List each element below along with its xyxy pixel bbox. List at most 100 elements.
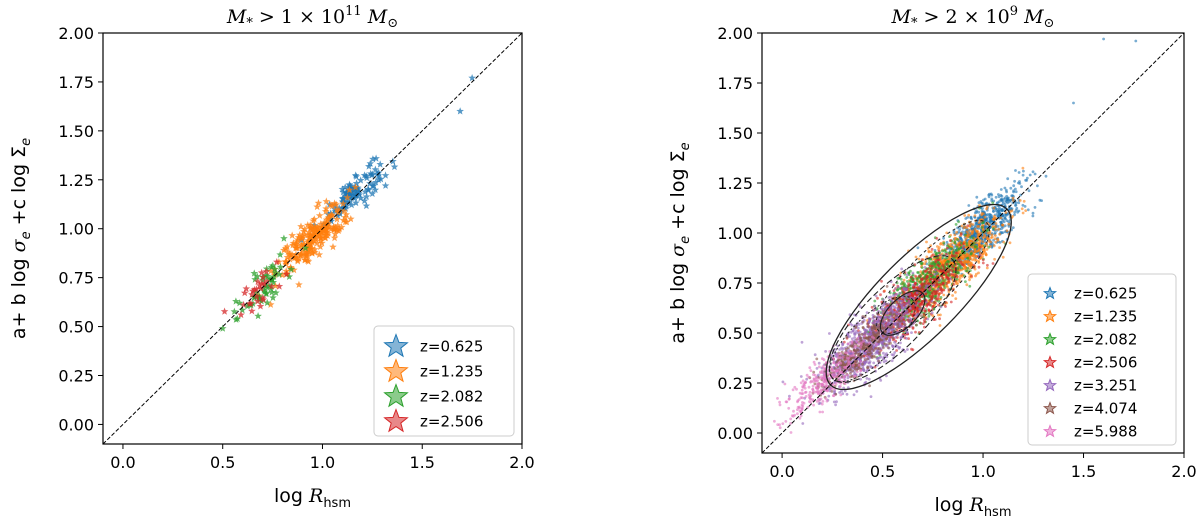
- star-point: [270, 272, 278, 281]
- dot-point: [853, 333, 857, 337]
- dot-point: [1002, 197, 1006, 201]
- dot-point: [973, 250, 977, 254]
- dot-point: [789, 431, 793, 434]
- dot-point: [1002, 240, 1006, 244]
- dot-point: [918, 284, 922, 288]
- dot-point: [1010, 209, 1014, 213]
- dot-point: [893, 351, 897, 354]
- dot-point: [1013, 179, 1016, 183]
- star-point: [309, 216, 318, 225]
- dot-point: [986, 263, 989, 267]
- star-point: [276, 263, 285, 271]
- dot-point: [887, 328, 891, 332]
- dot-point: [859, 377, 862, 381]
- star-point: [297, 222, 305, 230]
- dot-point: [994, 240, 998, 244]
- star-point: [254, 312, 262, 320]
- dot-point: [818, 384, 821, 388]
- legend-marker: [1042, 286, 1058, 300]
- dot-point: [987, 239, 991, 243]
- dot-point: [881, 304, 885, 307]
- dot-point: [981, 240, 985, 244]
- dot-point: [825, 384, 829, 387]
- star-point: [355, 190, 364, 198]
- dot-point: [872, 354, 875, 358]
- star-point: [269, 293, 277, 301]
- star-point: [294, 233, 303, 241]
- dot-point: [940, 289, 944, 292]
- dot-point: [885, 302, 888, 306]
- x-tick-label: 1.5: [1071, 462, 1096, 481]
- y-tick-label: 1.25: [58, 171, 94, 190]
- dot-point: [836, 344, 840, 348]
- dot-point: [859, 368, 863, 372]
- dot-point: [942, 236, 945, 240]
- axes-frame: [102, 32, 523, 445]
- dot-point: [933, 268, 937, 272]
- dot-point: [868, 349, 871, 353]
- dot-point: [939, 313, 942, 317]
- dot-point: [788, 394, 791, 398]
- dot-point: [984, 253, 988, 257]
- star-point: [257, 297, 266, 305]
- dot-point: [951, 276, 955, 279]
- dot-point: [835, 400, 838, 404]
- star-point: [298, 232, 307, 240]
- star-point: [324, 229, 333, 237]
- dot-point: [885, 312, 889, 315]
- dot-point: [991, 217, 995, 221]
- star-point: [333, 205, 341, 213]
- dot-point: [929, 257, 932, 261]
- dot-point: [968, 256, 972, 260]
- star-point: [233, 314, 242, 323]
- dot-point: [902, 290, 905, 294]
- dot-point: [1007, 225, 1011, 228]
- star-point: [313, 223, 322, 231]
- dot-point: [967, 213, 971, 217]
- dot-point: [773, 419, 776, 423]
- dot-point: [981, 258, 985, 262]
- dot-point: [916, 285, 920, 289]
- star-point: [281, 244, 290, 252]
- dot-point: [884, 342, 887, 346]
- dot-point: [809, 401, 813, 404]
- dot-point: [846, 342, 850, 345]
- star-point: [361, 187, 370, 196]
- dot-point: [878, 350, 882, 354]
- dot-point: [816, 382, 820, 386]
- left-panel: 0.0 0.5 1.0 1.5 2.00.000.250.500.751.001.251…: [8, 4, 535, 511]
- dot-point: [1025, 176, 1029, 180]
- dot-point: [938, 278, 941, 282]
- dot-point: [1021, 166, 1025, 170]
- dot-point: [853, 336, 856, 339]
- x-tick-label: 2.0: [1171, 462, 1196, 481]
- dot-point: [855, 359, 859, 363]
- dot-point: [858, 330, 862, 334]
- legend-entry: z=2.082: [1074, 331, 1137, 349]
- dot-point: [896, 317, 900, 321]
- dot-point: [776, 397, 779, 400]
- dot-point: [829, 362, 833, 366]
- dot-point: [960, 266, 964, 270]
- dot-point: [983, 233, 986, 237]
- dot-point: [923, 325, 926, 329]
- dot-point: [876, 340, 879, 343]
- dot-point: [926, 284, 930, 288]
- dot-point: [945, 240, 949, 244]
- dot-point: [936, 287, 940, 291]
- star-point: [297, 240, 306, 249]
- dot-point: [994, 195, 998, 199]
- dot-point: [937, 258, 941, 262]
- star-point: [290, 266, 298, 274]
- dot-point: [886, 315, 890, 319]
- dot-point: [859, 360, 862, 363]
- dot-point: [892, 294, 895, 298]
- dot-point: [890, 299, 894, 303]
- dot-point: [789, 421, 793, 425]
- dot-point: [868, 318, 872, 322]
- dot-point: [838, 367, 842, 371]
- dot-point: [971, 223, 975, 226]
- dot-point: [889, 295, 893, 299]
- star-point: [303, 247, 312, 256]
- dot-point: [820, 402, 824, 406]
